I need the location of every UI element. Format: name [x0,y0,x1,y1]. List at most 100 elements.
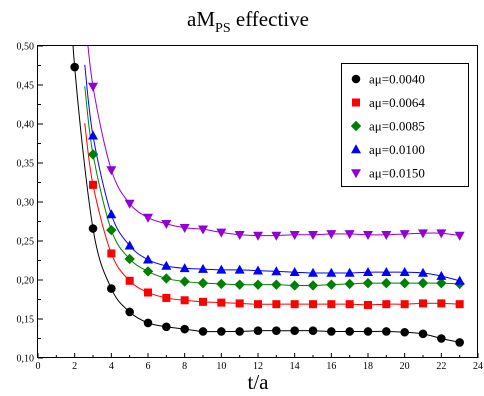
data-point [454,231,465,241]
data-point [399,230,410,240]
series-markers [70,62,465,347]
data-point [381,230,392,240]
data-point [234,264,245,274]
x-tick-label: 0 [36,361,41,372]
data-point [161,220,172,230]
data-point [308,267,318,277]
data-point [235,327,244,336]
data-point [125,307,134,317]
data-point [271,231,282,241]
data-point [272,300,281,309]
data-point [289,267,300,276]
data-point [124,253,135,265]
data-point [216,228,227,238]
y-tick-label: 0,50 [17,42,35,53]
y-tick-label: 0,15 [17,315,35,326]
data-point [363,267,373,276]
y-tick-label: 0,45 [17,81,35,92]
series-points-1 [89,180,464,309]
data-point [271,266,282,276]
data-point [87,149,99,160]
data-point [419,299,427,308]
data-point [107,249,116,258]
x-tick-label: 4 [109,361,114,372]
legend-marker [351,144,361,154]
data-point [198,225,208,235]
data-point [179,276,190,287]
legend: aμ=0.0040 aμ=0.0064 aμ=0.0085 aμ=0.0100 aμ=0… [350,72,425,181]
data-point [254,300,262,309]
data-point [382,300,391,309]
data-point [143,318,153,328]
legend-marker [351,74,361,84]
series-line-4 [87,46,460,237]
data-point [382,327,391,336]
data-point [436,229,447,239]
data-point [437,334,446,343]
legend-label: aμ=0.0085 [369,119,425,134]
legend-marker [351,169,361,179]
legend-label: aμ=0.0040 [369,72,425,87]
data-point [217,298,226,307]
data-point [253,231,263,241]
data-point [180,324,189,334]
y-tick-label: 0,10 [17,354,35,365]
legend-label: aμ=0.0100 [369,142,425,157]
data-point [364,300,372,309]
data-point [344,267,355,277]
data-point [125,276,134,285]
series-points-3 [88,130,465,285]
data-point [326,279,337,290]
data-point [199,297,207,306]
data-point [309,300,317,309]
data-point [161,273,172,284]
data-point [89,180,97,189]
x-tick-label: 24 [473,361,483,372]
data-point [70,62,79,72]
data-point [162,293,171,302]
data-point [400,327,409,337]
data-point [345,327,354,336]
data-point [454,275,465,285]
data-point [143,213,153,223]
data-point [437,299,446,308]
data-point [363,327,373,336]
data-point [88,82,98,92]
data-point [381,267,392,276]
data-point [308,326,318,336]
data-point [289,230,300,240]
series-points-4 [88,82,465,241]
x-tick-label: 6 [146,361,151,372]
data-point [436,277,447,289]
data-point [455,300,464,309]
data-point [198,263,208,273]
data-point [381,277,392,289]
data-point [418,229,428,239]
data-point [216,264,227,274]
data-point [197,277,209,289]
x-tick-label: 22 [436,361,446,372]
x-tick-label: 14 [290,361,300,372]
x-tick-label: 20 [400,361,410,372]
chart-title-suffix: effective [231,7,309,31]
data-point [198,327,208,336]
data-point [179,223,190,233]
data-point [88,130,98,140]
chart-title: aMPS effective [187,7,309,36]
data-point [399,277,410,289]
chart-title-main: aM [187,7,215,31]
data-point [289,280,300,291]
series-points-0 [70,62,464,347]
legend-label: aμ=0.0150 [369,166,425,181]
data-point [344,278,355,290]
data-point [436,270,447,280]
x-tick-label: 16 [326,361,336,372]
data-point [253,326,263,336]
data-point [399,267,410,276]
data-point [106,224,117,236]
data-point [143,254,153,264]
legend-marker [352,98,360,107]
y-tick-label: 0,30 [17,198,35,209]
y-tick-label: 0,35 [17,159,35,170]
data-point [326,230,337,240]
